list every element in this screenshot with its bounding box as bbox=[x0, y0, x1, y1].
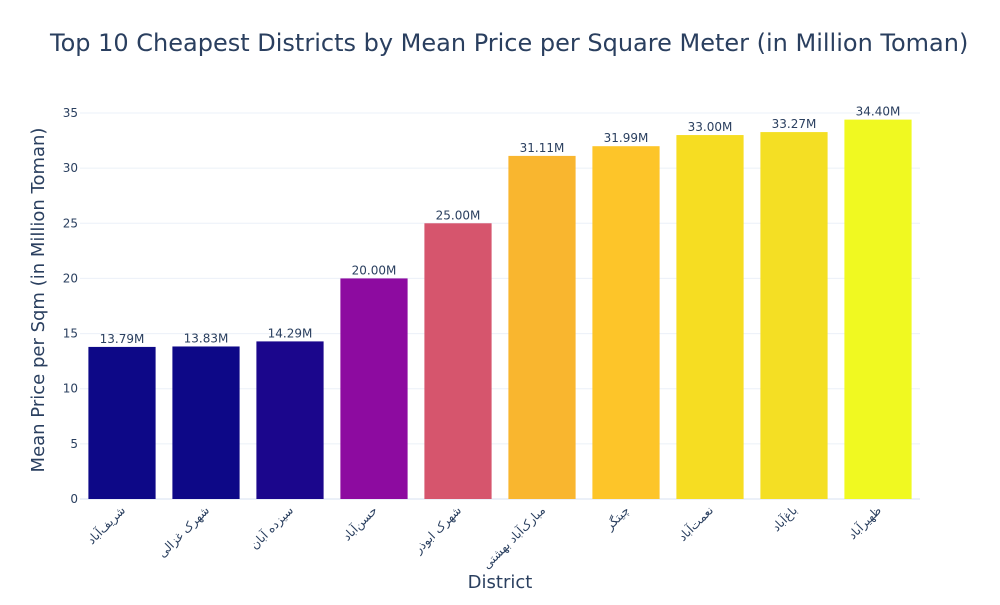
x-tick-label: شهرک غزالی bbox=[155, 503, 213, 561]
y-tick-label: 15 bbox=[63, 327, 78, 341]
x-tick-label: نعمت‌آباد bbox=[675, 503, 716, 544]
bar[interactable] bbox=[508, 155, 576, 500]
x-tick-label: سیزده آبان bbox=[247, 503, 297, 553]
bar[interactable] bbox=[256, 341, 324, 499]
y-tick-label: 25 bbox=[63, 216, 78, 230]
bar[interactable] bbox=[592, 146, 660, 500]
x-axis-ticks: شریف‌آباد شهرک غزالی سیزده آبان حسن‌آباد شهر… bbox=[83, 503, 884, 573]
bar-value-label: 14.29M bbox=[268, 326, 313, 340]
bar-value-label: 20.00M bbox=[352, 263, 397, 277]
y-tick-label: 0 bbox=[70, 492, 78, 506]
x-tick-label: چیتگر bbox=[602, 503, 633, 534]
bar-value-label: 13.83M bbox=[184, 331, 229, 345]
x-tick-label: باغ‌آباد bbox=[768, 503, 800, 535]
bar[interactable] bbox=[88, 346, 156, 499]
bar-value-label: 31.99M bbox=[604, 131, 649, 145]
x-tick-label: ظهیرآباد bbox=[845, 503, 885, 543]
bar-value-label: 31.11M bbox=[520, 141, 565, 155]
x-tick-label: شریف‌آباد bbox=[83, 503, 128, 548]
y-tick-label: 10 bbox=[63, 382, 78, 396]
bar-value-label: 25.00M bbox=[436, 208, 481, 222]
data-labels: 13.79M 13.83M 14.29M 20.00M 25.00M 31.11M 31.9… bbox=[100, 105, 901, 346]
x-tick-label: حسن‌آباد bbox=[339, 503, 381, 545]
bar[interactable] bbox=[172, 346, 240, 499]
y-axis-title: Mean Price per Sqm (in Million Toman) bbox=[28, 128, 49, 473]
bar[interactable] bbox=[760, 132, 828, 500]
y-tick-label: 20 bbox=[63, 271, 78, 285]
x-axis-title: District bbox=[468, 572, 533, 593]
x-tick-label: شهرک ابوذر bbox=[411, 503, 465, 557]
bar[interactable] bbox=[424, 223, 492, 500]
bar[interactable] bbox=[844, 119, 912, 500]
bar-value-label: 34.40M bbox=[856, 105, 901, 119]
y-tick-label: 5 bbox=[70, 437, 78, 451]
bar[interactable] bbox=[340, 278, 408, 499]
bar-value-label: 33.27M bbox=[772, 117, 817, 131]
y-tick-label: 35 bbox=[63, 106, 78, 120]
bars bbox=[88, 119, 912, 500]
y-axis-ticks: 0 5 10 15 20 25 30 35 bbox=[63, 106, 78, 506]
bar-value-label: 13.79M bbox=[100, 332, 145, 346]
chart-title: Top 10 Cheapest Districts by Mean Price … bbox=[49, 29, 968, 57]
x-tick-label: مبارک‌آباد بهشتی bbox=[479, 503, 549, 573]
y-tick-label: 30 bbox=[63, 161, 78, 175]
bar[interactable] bbox=[676, 135, 744, 500]
bar-value-label: 33.00M bbox=[688, 120, 733, 134]
